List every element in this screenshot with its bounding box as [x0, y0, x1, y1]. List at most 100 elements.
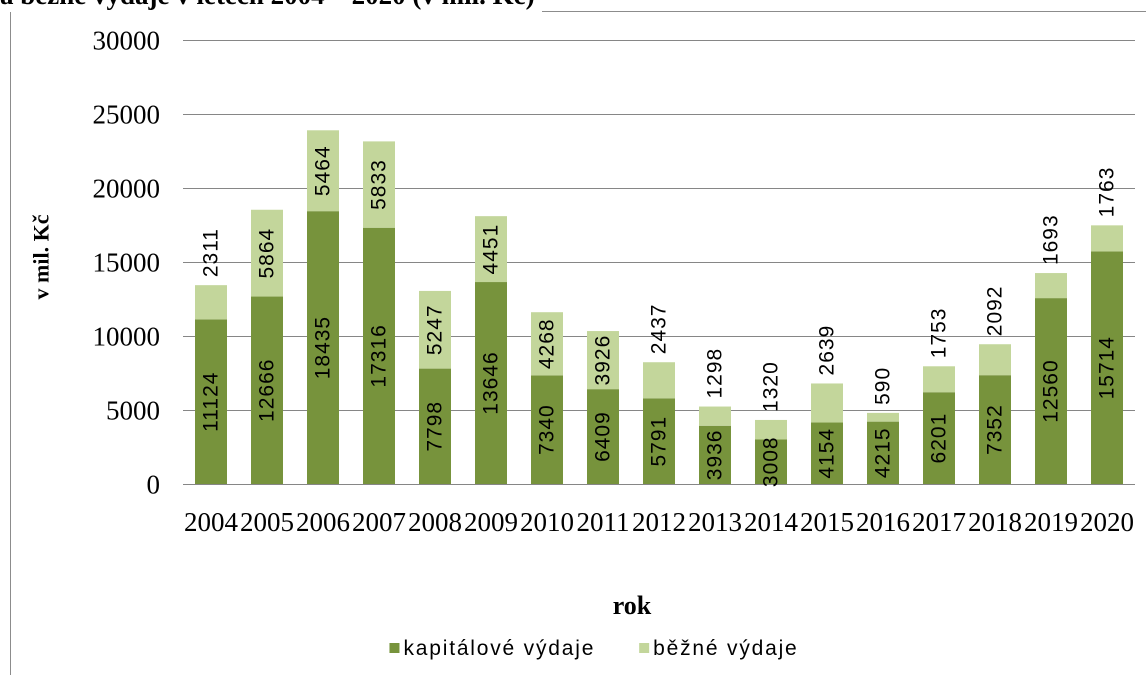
legend-item: běžné výdaje [639, 637, 798, 660]
data-label-2009-series-2: 4451 [480, 224, 503, 275]
x-tick-label: 2014 [744, 507, 799, 537]
bar-2013-series-1 [699, 425, 731, 484]
data-label-2004-series-2: 2311 [200, 228, 223, 277]
bar-2010-series-2 [531, 312, 563, 376]
x-tick-label: 2019 [1024, 507, 1078, 537]
y-tick-label: 5000 [106, 396, 160, 426]
x-tick-label: 2006 [296, 507, 350, 537]
bar-2005-series-2 [251, 209, 283, 297]
data-label-2018-series-1: 7352 [984, 404, 1007, 455]
bar-2019-series-1 [1035, 298, 1067, 484]
data-label-2013-series-1: 3936 [704, 430, 727, 481]
legend-label: kapitálové výdaje [403, 637, 595, 660]
data-labels: 11124 2311 12666 5864 18435 5464 17316 5833 7798… [200, 145, 1119, 487]
legend: kapitálové výdaje běžné výdaje [389, 637, 798, 660]
data-label-2011-series-2: 3926 [592, 335, 615, 386]
bar-2009-series-2 [475, 216, 507, 283]
bar-2007-series-1 [363, 227, 395, 484]
bar-2012-series-2 [643, 362, 675, 399]
bar-2007-series-2 [363, 141, 395, 228]
data-label-2013-series-2: 1298 [704, 348, 727, 399]
data-label-2006-series-1: 18435 [312, 316, 335, 379]
legend-item: kapitálové výdaje [389, 637, 595, 660]
bar-2010-series-1 [531, 375, 563, 484]
x-tick-label: 2010 [520, 507, 574, 537]
title-background [0, 0, 542, 12]
bar-2020-series-1 [1091, 251, 1123, 484]
bar-2011-series-1 [587, 389, 619, 484]
y-axis-tick-labels: 0 5000 10000 15000 20000 25000 30000 [93, 26, 161, 500]
data-label-2012-series-1: 5791 [648, 416, 671, 467]
y-tick-label: 20000 [93, 174, 161, 204]
data-label-2005-series-1: 12666 [256, 359, 279, 422]
bar-2017-series-2 [923, 366, 955, 393]
data-label-2011-series-1: 6409 [592, 411, 615, 462]
bar-2005-series-1 [251, 296, 283, 484]
data-label-2010-series-1: 7340 [536, 404, 559, 455]
data-label-2018-series-2: 2092 [984, 286, 1007, 337]
bar-2008-series-2 [419, 290, 451, 369]
x-tick-label: 2015 [800, 507, 854, 537]
bar-2012-series-1 [643, 398, 675, 484]
data-label-2006-series-2: 5464 [312, 145, 335, 196]
data-label-2017-series-1: 6201 [928, 413, 951, 464]
x-axis-title: rok [613, 591, 652, 620]
bars [195, 130, 1123, 485]
x-tick-label: 2016 [856, 507, 910, 537]
data-label-2020-series-1: 15714 [1096, 336, 1119, 399]
data-label-2008-series-1: 7798 [424, 401, 447, 452]
bar-2019-series-2 [1035, 273, 1067, 299]
bar-2020-series-2 [1091, 225, 1123, 252]
data-label-2007-series-2: 5833 [368, 159, 391, 210]
data-label-2015-series-2: 2639 [816, 325, 839, 376]
bar-2008-series-1 [419, 368, 451, 484]
bar-2015-series-2 [811, 383, 843, 423]
data-label-2010-series-2: 4268 [536, 318, 559, 369]
data-label-2015-series-1: 4154 [816, 428, 839, 479]
data-label-2016-series-1: 4215 [872, 427, 895, 478]
legend-swatch [389, 643, 400, 653]
x-tick-label: 2017 [912, 507, 966, 537]
data-label-2009-series-1: 13646 [480, 351, 503, 414]
x-tick-label: 2011 [577, 507, 630, 537]
bar-2006-series-2 [307, 130, 339, 212]
bar-2018-series-1 [979, 375, 1011, 484]
bar-2018-series-2 [979, 344, 1011, 376]
y-tick-label: 25000 [93, 100, 161, 130]
x-tick-label: 2004 [184, 507, 239, 537]
x-tick-label: 2018 [968, 507, 1022, 537]
data-label-2014-series-1: 3008 [760, 436, 783, 487]
bar-2015-series-1 [811, 422, 843, 484]
legend-label: běžné výdaje [653, 637, 798, 660]
data-label-2020-series-2: 1763 [1096, 167, 1119, 218]
data-label-2012-series-2: 2437 [648, 304, 671, 355]
x-tick-label: 2008 [408, 507, 462, 537]
bar-2004-series-1 [195, 319, 227, 484]
data-label-2007-series-1: 17316 [368, 324, 391, 387]
data-label-2005-series-2: 5864 [256, 228, 279, 279]
y-tick-label: 0 [147, 470, 161, 500]
bar-2006-series-1 [307, 211, 339, 485]
bar-2014-series-2 [755, 419, 787, 440]
data-label-2016-series-2: 590 [872, 367, 895, 405]
data-label-2019-series-2: 1693 [1040, 214, 1063, 265]
data-label-2014-series-2: 1320 [760, 361, 783, 412]
y-tick-label: 10000 [93, 322, 161, 352]
x-tick-label: 2009 [464, 507, 518, 537]
bar-2009-series-1 [475, 282, 507, 484]
x-axis-tick-labels: 2004 2005 2006 2007 2008 2009 2010 2011 2012 2013… [184, 507, 1134, 537]
bar-2011-series-2 [587, 331, 619, 390]
bar-2013-series-2 [699, 406, 731, 426]
legend-swatch [639, 643, 650, 653]
chart-title: a běžné výdaje v letech 2004 – 2020 (v m… [0, 0, 535, 10]
bar-2004-series-2 [195, 285, 227, 320]
y-tick-label: 30000 [93, 26, 161, 56]
data-label-2004-series-1: 11124 [200, 372, 223, 432]
x-tick-label: 2013 [688, 507, 742, 537]
y-tick-label: 15000 [93, 248, 161, 278]
bar-2014-series-1 [755, 439, 787, 484]
x-tick-label: 2005 [240, 507, 294, 537]
y-axis-title: v mil. Kč [29, 214, 54, 299]
x-tick-label: 2020 [1080, 507, 1134, 537]
